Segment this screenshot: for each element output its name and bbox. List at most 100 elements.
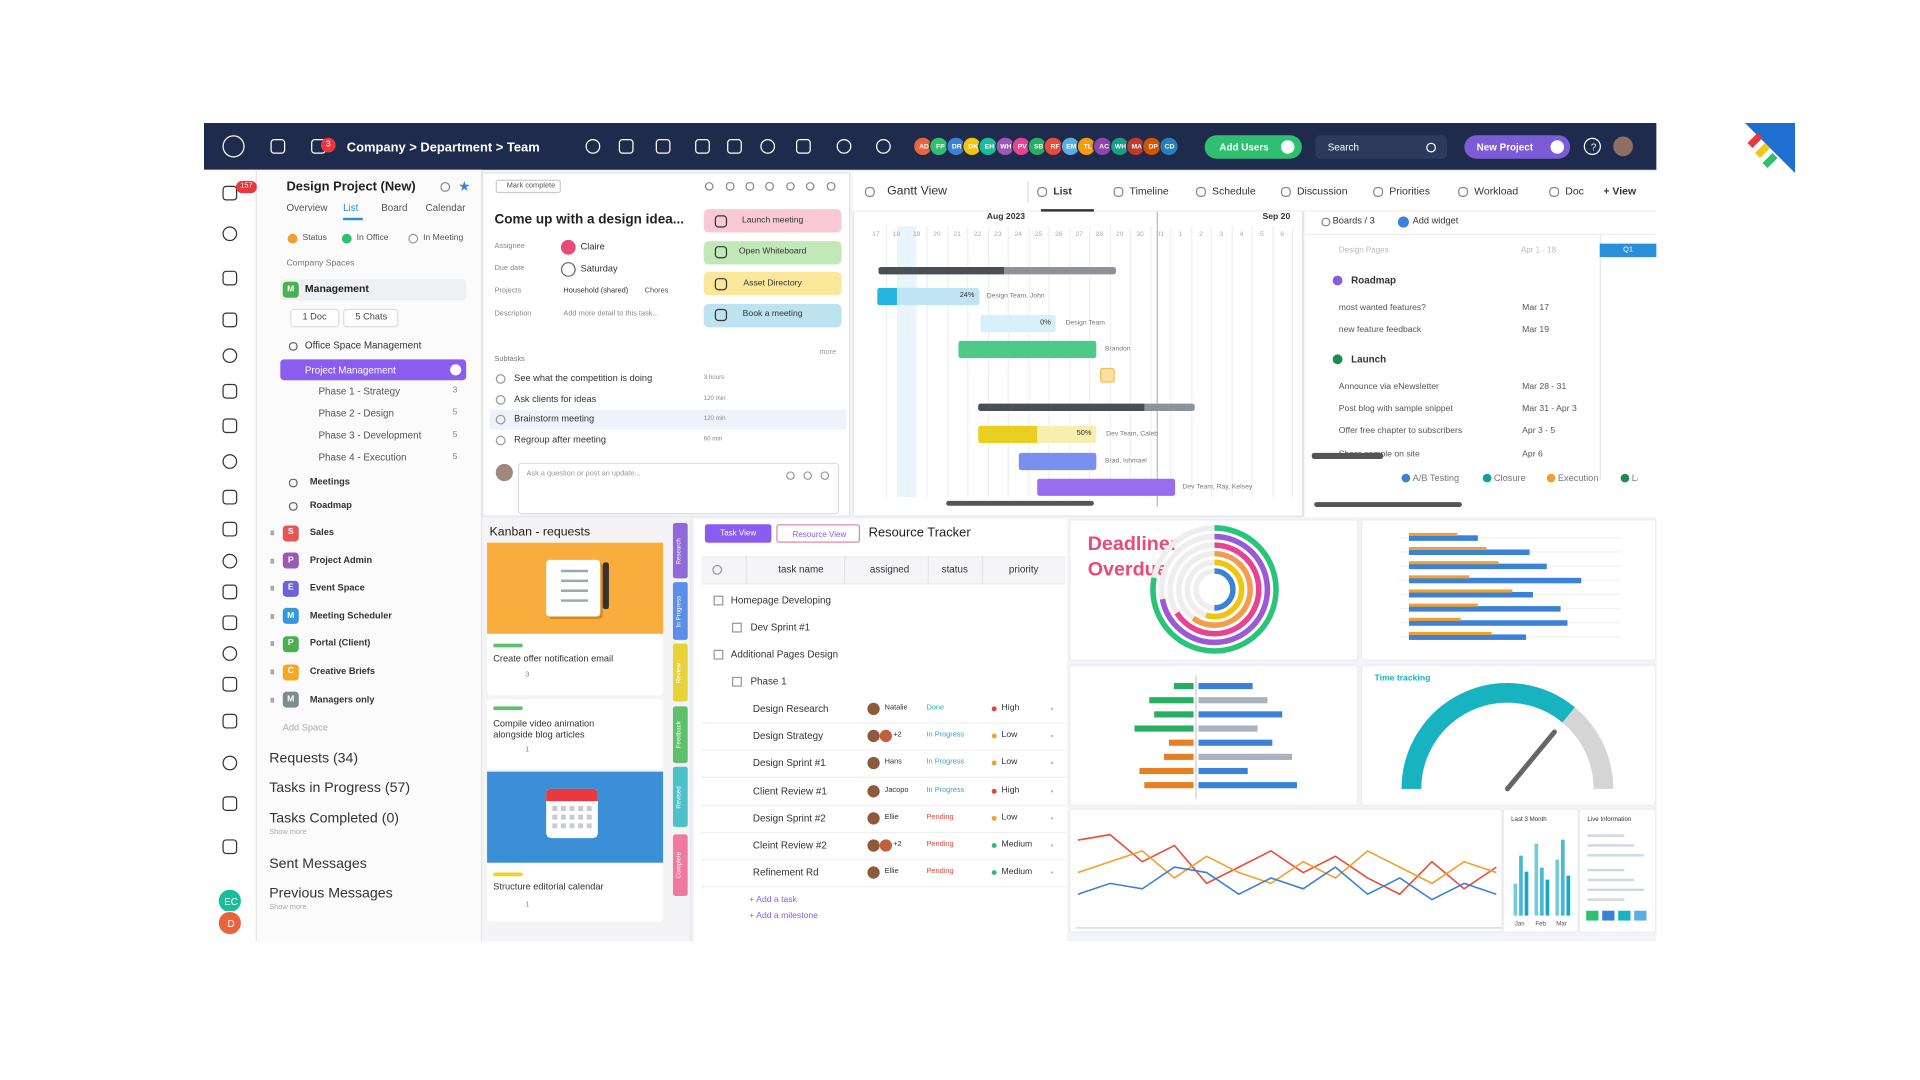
icon[interactable]: [714, 214, 728, 228]
icon[interactable]: [222, 312, 238, 328]
status-dot[interactable]: [341, 233, 352, 244]
space-name[interactable]: Portal (Client): [309, 637, 371, 649]
user-avatar[interactable]: EH: [978, 136, 999, 157]
icon[interactable]: [1196, 187, 1206, 197]
icon[interactable]: [222, 839, 238, 855]
icon[interactable]: [495, 394, 506, 405]
task-name[interactable]: Design Sprint #1: [752, 757, 826, 769]
field-value[interactable]: Claire: [580, 240, 605, 252]
field-value[interactable]: Chores: [644, 287, 669, 295]
gantt-bar[interactable]: [958, 340, 1097, 359]
icon[interactable]: [1050, 789, 1054, 793]
subtask-name[interactable]: Regroup after meeting: [514, 433, 607, 445]
task-name[interactable]: Client Review #1: [752, 785, 827, 797]
list-name[interactable]: Phase 4 - Execution: [318, 452, 407, 464]
subtask-name[interactable]: Ask clients for ideas: [514, 392, 597, 404]
tab-button[interactable]: Resource View: [776, 524, 861, 543]
icon[interactable]: [1426, 142, 1437, 152]
inbox-folder[interactable]: Requests (34): [269, 751, 359, 766]
icon[interactable]: [495, 414, 506, 425]
mark-complete-button[interactable]: Mark complete: [495, 179, 561, 194]
field-value[interactable]: Saturday: [580, 262, 618, 275]
kanban-column-tab[interactable]: Feedback: [672, 706, 688, 764]
icon[interactable]: [222, 418, 238, 434]
roadmap-item[interactable]: Post blog with sample snippet: [1338, 404, 1453, 414]
user-avatar[interactable]: SB: [1027, 136, 1048, 157]
icon[interactable]: [222, 615, 238, 631]
icon[interactable]: [876, 139, 891, 154]
icon[interactable]: [714, 277, 728, 290]
new-project-button[interactable]: New Project: [1464, 135, 1571, 159]
add-widget[interactable]: Add widget: [1412, 214, 1459, 227]
user-avatar[interactable]: DP: [1142, 136, 1162, 157]
more-link[interactable]: more: [819, 348, 837, 357]
icon[interactable]: [222, 383, 238, 399]
icon[interactable]: [744, 181, 754, 191]
icon[interactable]: [1113, 187, 1124, 197]
icon[interactable]: [826, 181, 835, 191]
view-tab[interactable]: Schedule: [1212, 184, 1256, 197]
view-tab[interactable]: Board: [381, 202, 408, 214]
breadcrumb[interactable]: Company > Department > Team: [346, 140, 540, 155]
icon[interactable]: [288, 501, 297, 511]
icon[interactable]: [222, 489, 238, 505]
icon[interactable]: [222, 348, 238, 364]
search-box[interactable]: Search: [1315, 135, 1448, 159]
add-task[interactable]: + Add a task: [749, 895, 797, 905]
icon[interactable]: [1050, 734, 1054, 738]
list-name[interactable]: Roadmap: [309, 499, 352, 511]
profile-avatar[interactable]: [1613, 136, 1633, 157]
icon[interactable]: [714, 308, 728, 322]
icon[interactable]: [820, 470, 829, 480]
icon[interactable]: [222, 755, 238, 771]
icon[interactable]: [1320, 217, 1330, 226]
icon[interactable]: [222, 521, 238, 537]
icon[interactable]: [1050, 816, 1054, 820]
icon[interactable]: [1280, 187, 1291, 197]
icon[interactable]: [836, 139, 852, 154]
kanban-column-tab[interactable]: Research: [672, 523, 688, 579]
kanban-column-tab[interactable]: Review: [672, 643, 688, 702]
icon[interactable]: [222, 796, 238, 812]
inbox-folder[interactable]: Sent Messages: [269, 857, 367, 872]
gantt-bar[interactable]: [1037, 478, 1176, 496]
list-name[interactable]: Meetings: [309, 475, 350, 487]
action-button[interactable]: Open Whiteboard: [703, 240, 842, 264]
show-more[interactable]: Show more: [269, 904, 307, 912]
icon[interactable]: [785, 470, 795, 480]
icon[interactable]: [618, 139, 634, 154]
icon[interactable]: [222, 185, 238, 201]
gantt-bar[interactable]: 0%: [980, 315, 1056, 333]
task-name[interactable]: Design Research: [752, 703, 829, 715]
roadmap-item[interactable]: Announce via eNewsletter: [1338, 382, 1439, 391]
icon[interactable]: [712, 564, 723, 575]
action-button[interactable]: Book a meeting: [703, 303, 842, 327]
icon[interactable]: [288, 478, 297, 487]
subtask-name[interactable]: Brainstorm meeting: [514, 413, 595, 425]
icon[interactable]: [222, 676, 238, 692]
field-value[interactable]: Add more detail to this task...: [563, 310, 659, 319]
group-name[interactable]: Phase 1: [750, 676, 787, 688]
view-tab[interactable]: Discussion: [1296, 184, 1348, 197]
user-avatar[interactable]: CD: [1158, 136, 1179, 157]
icon[interactable]: [222, 226, 238, 242]
group-name[interactable]: Additional Pages Design: [730, 649, 839, 661]
icon[interactable]: [1458, 187, 1469, 197]
action-button[interactable]: Asset Directory: [703, 271, 842, 296]
icon[interactable]: [1549, 187, 1560, 197]
show-more[interactable]: Show more: [269, 828, 307, 837]
add-space[interactable]: Add Space: [282, 722, 328, 734]
status-dot[interactable]: [287, 233, 298, 244]
icon[interactable]: [655, 139, 671, 154]
kanban-column-tab[interactable]: Revised: [672, 766, 688, 828]
view-tab[interactable]: Doc: [1565, 184, 1584, 197]
icon[interactable]: [1050, 871, 1054, 875]
roadmap-item[interactable]: Offer free chapter to subscribers: [1338, 427, 1463, 436]
space-name[interactable]: Creative Briefs: [309, 665, 376, 677]
icon[interactable]: [1050, 844, 1054, 847]
boards-link[interactable]: Boards / 3: [1332, 214, 1375, 227]
task-name[interactable]: Refinement Rd: [752, 867, 819, 879]
help-button[interactable]: ?: [1583, 137, 1601, 156]
icon[interactable]: [222, 454, 238, 469]
icon[interactable]: [495, 374, 506, 384]
